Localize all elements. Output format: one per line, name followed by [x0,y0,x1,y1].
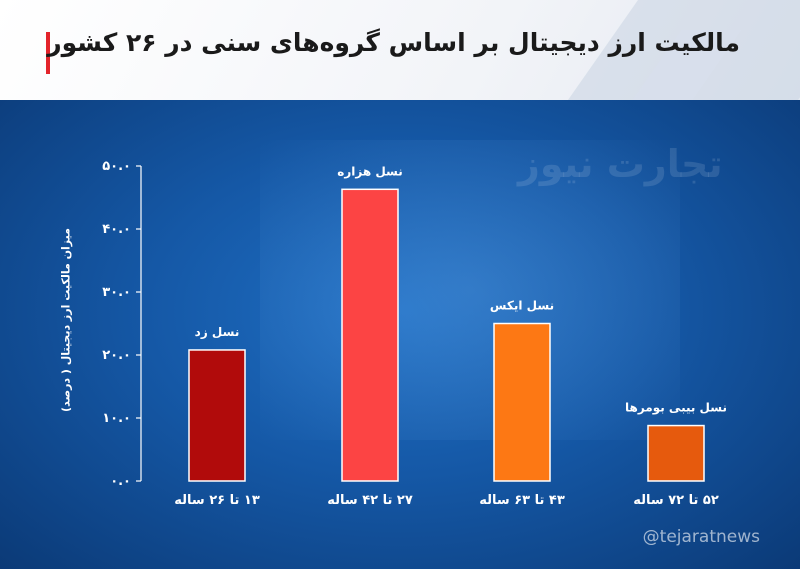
page-title: مالکیت ارز دیجیتال بر اساس گروه‌های سنی … [47,28,740,57]
bar [647,424,705,482]
y-axis: ۰.۰ ۱۰.۰ ۲۰.۰ ۳۰.۰ ۴۰.۰ ۵۰.۰ [102,159,142,489]
x-category-label: ۵۲ تا ۷۲ ساله [633,493,719,508]
chart-panel: تجارت نیوز @tejaratnews [0,100,800,569]
y-tick-label: ۴۰.۰ [102,222,131,237]
social-handle: @tejaratnews [642,527,760,547]
bar-label: نسل هزاره [337,164,403,178]
y-tick-label: ۳۰.۰ [102,285,131,300]
bar [188,349,246,482]
y-tick-label: ۵۰.۰ [102,159,131,174]
title-accent-bar [46,32,50,74]
bar [493,322,551,482]
background-glow [260,140,680,440]
x-category-label: ۱۳ تا ۲۶ ساله [174,493,260,508]
bar [341,188,399,482]
x-category-label: ۴۳ تا ۶۳ ساله [479,493,565,508]
brand-watermark: تجارت نیوز [518,142,723,186]
bar-label: نسل بیبی بومرها [625,401,727,416]
header: مالکیت ارز دیجیتال بر اساس گروه‌های سنی … [0,0,800,100]
y-tick-label: ۲۰.۰ [102,348,131,363]
bar-label: نسل زد [195,325,240,339]
bar-series: نسل زد ۱۳ تا ۲۶ ساله نسل هزاره ۲۷ تا ۴۲ سال… [174,164,727,508]
y-tick-label: ۰.۰ [110,474,131,489]
x-category-label: ۲۷ تا ۴۲ ساله [327,493,413,508]
bar-label: نسل ایکس [490,299,554,313]
y-tick-label: ۱۰.۰ [102,411,131,426]
